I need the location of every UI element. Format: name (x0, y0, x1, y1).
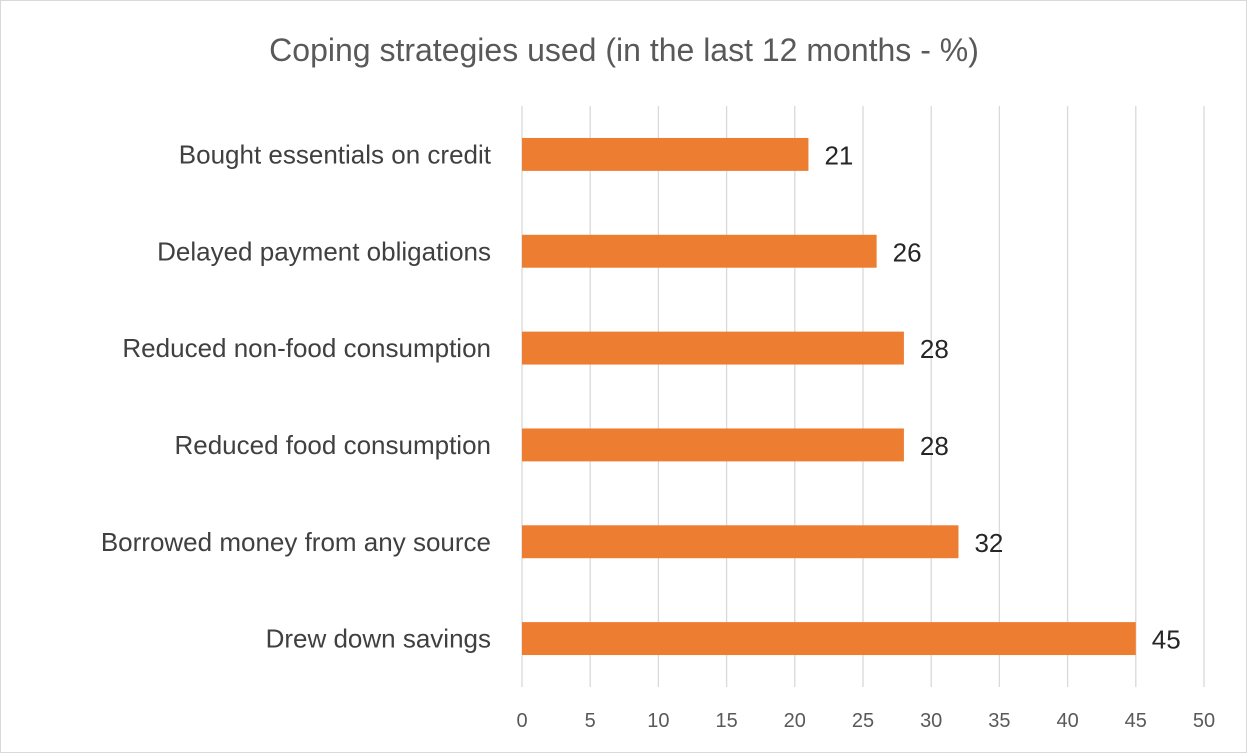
x-tick-label: 50 (1193, 710, 1215, 732)
data-labels: 21 26 28 28 32 45 (824, 140, 1180, 654)
x-tick-label: 20 (784, 710, 806, 732)
x-tick-label: 10 (647, 710, 669, 732)
x-tick-label: 15 (715, 710, 737, 732)
data-label: 28 (920, 431, 949, 461)
x-axis-tick-labels: 0 5 10 15 20 25 30 35 40 45 50 (516, 710, 1215, 732)
chart-title: Coping strategies used (in the last 12 m… (269, 32, 979, 68)
data-label: 32 (974, 528, 1003, 558)
data-label: 28 (920, 334, 949, 364)
category-label: Reduced non-food consumption (122, 333, 491, 363)
bar (522, 525, 959, 559)
x-tick-label: 45 (1125, 710, 1147, 732)
x-tick-label: 0 (516, 710, 527, 732)
bar (522, 234, 877, 268)
category-label: Drew down savings (266, 624, 491, 654)
category-label: Reduced food consumption (174, 430, 491, 460)
bar (522, 622, 1136, 656)
bar (522, 428, 904, 462)
x-tick-label: 30 (920, 710, 942, 732)
data-label: 45 (1152, 625, 1181, 655)
data-label: 21 (824, 140, 853, 170)
category-labels: Bought essentials on credit Delayed payme… (101, 139, 492, 653)
x-tick-label: 40 (1056, 710, 1078, 732)
category-label: Delayed payment obligations (157, 236, 491, 266)
x-tick-label: 35 (988, 710, 1010, 732)
category-label: Bought essentials on credit (179, 139, 492, 169)
x-tick-label: 25 (852, 710, 874, 732)
x-tick-label: 5 (585, 710, 596, 732)
bar (522, 331, 904, 365)
bars (522, 137, 1136, 656)
gridlines (521, 106, 1205, 687)
data-label: 26 (893, 237, 922, 267)
bar (522, 137, 809, 171)
category-label: Borrowed money from any source (101, 527, 491, 557)
